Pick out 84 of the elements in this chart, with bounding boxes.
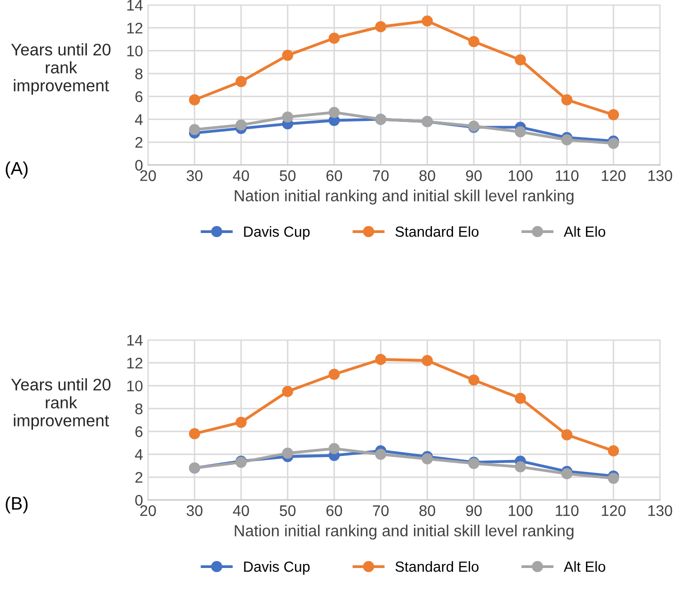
y-tick-label: 4	[134, 114, 143, 125]
legend-label: Alt Elo	[564, 561, 606, 572]
x-tick-label: 100	[508, 170, 533, 182]
x-tick-label: 110	[556, 505, 578, 516]
x-tick-label: 90	[466, 505, 482, 516]
y-tick-label: 12	[127, 358, 142, 368]
x-tick-label: 70	[373, 170, 389, 182]
y-tick-label: 14	[127, 0, 143, 11]
point	[236, 76, 247, 88]
point	[468, 374, 480, 386]
x-tick-label: 120	[602, 170, 626, 182]
point	[608, 109, 620, 120]
y-tick-label: 10	[127, 380, 143, 392]
x-tick-label: 50	[280, 505, 296, 516]
legend-label: Standard Elo	[395, 226, 479, 237]
x-tick-label: 90	[466, 170, 482, 182]
point	[282, 448, 294, 459]
y-tick-label: 2	[135, 137, 142, 148]
x-tick-label: 110	[556, 170, 578, 182]
x-tick-label: 80	[419, 505, 436, 516]
x-tick-label: 20	[140, 505, 156, 516]
legend-label: Davis Cup	[244, 226, 310, 240]
point	[328, 443, 340, 454]
point	[236, 416, 247, 428]
x-tick-label: 100	[508, 505, 533, 516]
y-tick-label: 6	[135, 91, 142, 102]
y-tick-label: 8	[135, 403, 142, 414]
y-tick-label: 14	[127, 335, 143, 346]
x-tick-label: 60	[326, 170, 342, 182]
point	[328, 106, 340, 118]
y-tick-label: 8	[135, 68, 142, 80]
y-tick-label: 6	[135, 426, 142, 438]
point	[375, 448, 386, 460]
x-tick-label: 130	[648, 505, 672, 516]
point	[468, 36, 480, 48]
x-tick-label: 30	[186, 170, 202, 182]
point	[608, 138, 620, 149]
point	[328, 368, 340, 380]
point	[608, 445, 620, 456]
y-axis-title: Years until 20 rank improvement	[11, 378, 111, 430]
x-axis-title: Nation initial ranking and initial skill level ranking	[234, 524, 574, 540]
point	[422, 15, 433, 27]
point	[188, 428, 200, 440]
text: (B)	[6, 496, 28, 514]
legend-label: Davis Cup	[244, 561, 310, 575]
point	[561, 468, 572, 480]
x-axis-title: Nation initial ranking and initial skill level ranking	[234, 190, 574, 205]
point	[282, 111, 294, 123]
point	[188, 94, 200, 106]
x-tick-label: 50	[280, 170, 296, 182]
x-tick-label: 30	[186, 505, 202, 516]
point	[375, 21, 386, 32]
point	[282, 50, 294, 61]
y-tick-label: 4	[134, 449, 143, 460]
y-tick-label: 0	[135, 160, 143, 171]
point	[514, 461, 526, 472]
x-tick-label: 130	[648, 170, 672, 182]
point	[328, 32, 340, 44]
y-axis-title: Years until 20 rank improvement	[11, 43, 111, 95]
y-tick-label: 12	[127, 22, 142, 34]
point	[375, 354, 386, 365]
point	[236, 119, 247, 131]
point	[561, 94, 572, 106]
x-tick-label: 80	[419, 170, 436, 182]
text: (A)	[6, 162, 28, 178]
legend-label: Standard Elo	[395, 561, 479, 572]
y-tick-label: 0	[135, 494, 143, 506]
y-tick-label: 10	[127, 46, 143, 56]
x-tick-label: 70	[373, 505, 389, 516]
y-tick-label: 2	[135, 472, 142, 483]
point	[608, 472, 620, 484]
point	[422, 355, 433, 366]
x-tick-label: 20	[140, 170, 156, 182]
point	[282, 386, 294, 397]
legend-label: Alt Elo	[564, 226, 606, 237]
point	[514, 54, 526, 66]
x-tick-label: 40	[232, 170, 249, 182]
x-tick-label: 60	[326, 505, 342, 516]
point	[188, 124, 200, 136]
x-tick-label: 120	[602, 505, 626, 516]
x-tick-label: 40	[232, 505, 249, 516]
point	[561, 429, 572, 440]
point	[514, 392, 526, 404]
point	[514, 126, 526, 138]
